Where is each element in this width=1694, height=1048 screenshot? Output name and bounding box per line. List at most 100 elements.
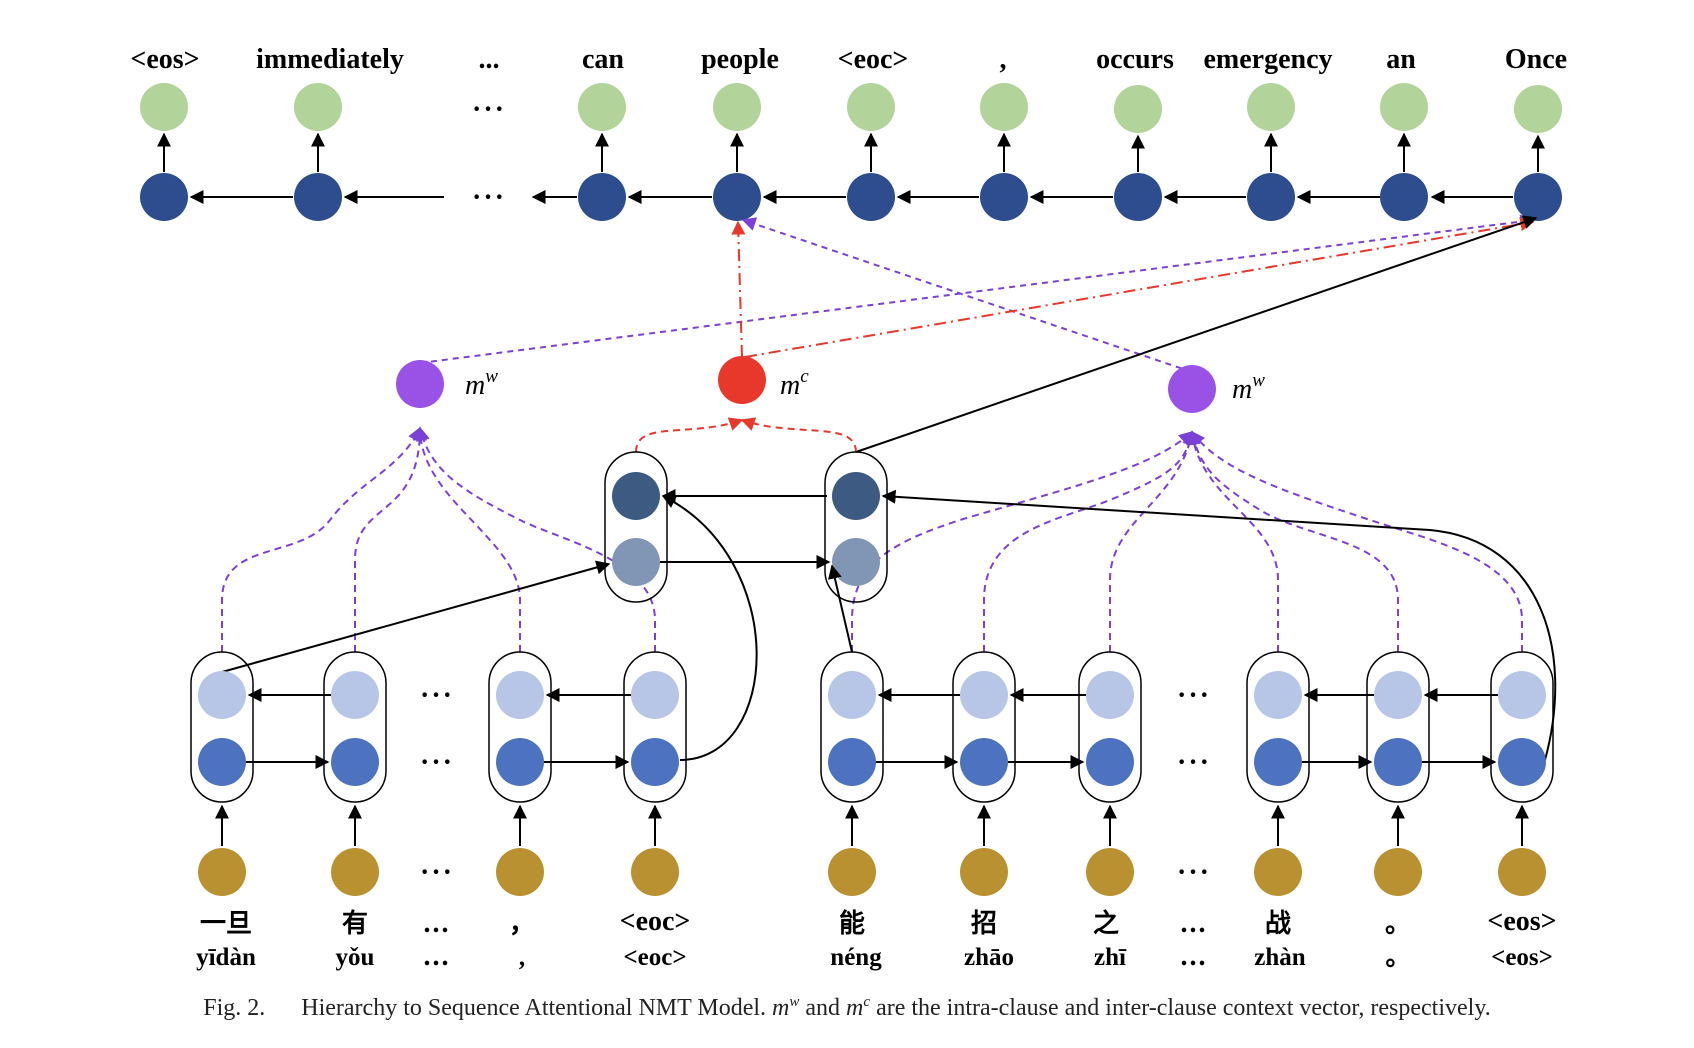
output-node [294,83,342,131]
decoder-node [140,173,188,221]
word-state-forward [1254,738,1302,786]
word-capsule [190,651,254,803]
clause-capsule [824,451,888,603]
caption-mc: mc [846,994,871,1021]
clause-context-label: mc [780,366,809,401]
input-token: <eos> [1487,906,1556,937]
input-pinyin: <eoc> [623,944,686,971]
attention-link-clause-up [731,220,746,358]
word-attention-lines-left [221,426,656,652]
input-token: 。 [1385,909,1411,939]
decoder-node [713,173,761,221]
decoder-node [1514,173,1562,221]
output-token: occurs [1096,44,1174,75]
word-context-label-left: mw [465,366,498,401]
decoder-node [294,173,342,221]
ellipsis: ··· [472,182,506,213]
decoder-node [578,173,626,221]
output-node [1380,83,1428,131]
output-node [1514,85,1562,133]
word-state-backward [331,671,379,719]
input-token: 招 [971,909,997,939]
input-pinyin: , [519,944,525,971]
input-pinyin: <eos> [1491,944,1553,971]
ellipsis: ··· [420,857,454,888]
output-node [980,83,1028,131]
word-capsule [623,651,687,803]
ellipsis: ··· [420,747,454,778]
decoder-node [847,173,895,221]
input-pinyin: zhàn [1254,944,1306,971]
input-pinyin: ... [1181,941,1208,972]
word-state-forward [331,738,379,786]
word-state-backward [1498,671,1546,719]
output-node [140,83,188,131]
word-attention-lines-right [851,430,1523,652]
decoder-node [1247,173,1295,221]
word-state-forward [828,738,876,786]
caption-text-c: are the intra-clause and inter-clause co… [876,995,1491,1021]
caption-text-b: and [805,995,841,1021]
word-state-forward [960,738,1008,786]
output-node [1114,85,1162,133]
word-capsule [1490,651,1554,803]
input-token: 战 [1265,909,1291,939]
word-state-forward [1086,738,1134,786]
word-encoder: ··· ··· ··· ··· [190,651,1554,896]
word-context-label-right: mw [1232,370,1265,405]
embedding-node [1254,848,1302,896]
output-token: immediately [256,44,404,75]
word-state-backward [1086,671,1134,719]
output-nodes [140,83,1562,133]
input-token: 有 [342,909,368,939]
ellipsis: ··· [420,680,454,711]
input-pinyin: 。 [1385,944,1410,971]
word-state-backward [198,671,246,719]
word-capsule [323,651,387,803]
word-capsule [1246,651,1310,803]
attention-links [419,214,1538,453]
output-token: Once [1505,44,1567,75]
decoder-nodes [140,173,1562,221]
ellipsis: ··· [1177,680,1211,711]
word-state-forward [496,738,544,786]
attention-link-word-left [419,214,1535,364]
input-token: ， [509,909,535,939]
word-capsule [1078,651,1142,803]
embedding-node [1498,848,1546,896]
clause-state-forward [612,538,660,586]
word-to-clause-links [221,489,1557,761]
word-context-node-left [396,360,444,408]
output-node [713,83,761,131]
clause-attention-lines [635,417,857,453]
input-pinyin-row: yīdàn yǒu ... , <eoc> néng zhāo zhī ... … [196,941,1553,972]
input-pinyin: néng [830,944,882,971]
figure-number: Fig. 2. [203,995,266,1021]
caption-mw: mw [772,994,800,1021]
input-pinyin: yǒu [336,944,375,971]
word-state-backward [960,671,1008,719]
clause-state-backward [832,472,880,520]
caption-text-a: Hierarchy to Sequence Attentional NMT Mo… [301,995,767,1021]
input-token: 之 [1093,908,1119,939]
ellipsis: ··· [1177,747,1211,778]
embedding-node [1086,848,1134,896]
output-node [847,83,895,131]
decoder-node [980,173,1028,221]
word-state-backward [496,671,544,719]
output-node [578,83,626,131]
word-capsule [820,651,884,803]
attention-link-word-right [741,217,1193,373]
input-token: 能 [839,908,865,939]
word-state-forward [1498,738,1546,786]
word-state-backward [631,671,679,719]
output-token: an [1386,44,1416,75]
output-token: can [582,44,624,75]
embedding-node [960,848,1008,896]
embedding-node [198,848,246,896]
embedding-node [1374,848,1422,896]
embedding-node [828,848,876,896]
ellipsis: ··· [1177,857,1211,888]
ellipsis: ··· [472,94,506,125]
clause-context-node [718,356,766,404]
